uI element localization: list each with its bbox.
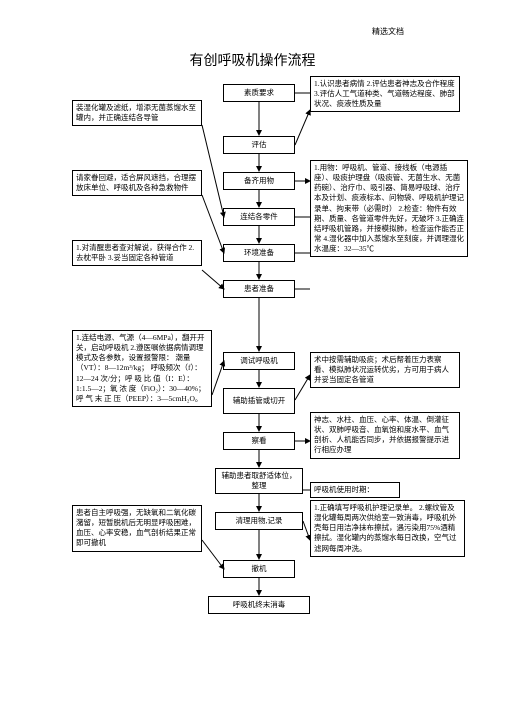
flow-node-prepare: 备齐用物 bbox=[223, 172, 295, 190]
flow-node-patient: 患者准备 bbox=[223, 280, 295, 298]
flow-node-intubate: 辅助插管或切开 bbox=[223, 388, 295, 414]
note-right-supplies: 1.用物：呼吸机、管道、接线板（电源插座）、吸痰护理盘（吸痰管、无菌生水、无菌药… bbox=[310, 160, 468, 257]
note-right-assess: 1.认识患者病情 2.评估患者神志及合作程度 3.评估人工气道种类、气道畅达程度… bbox=[310, 76, 460, 112]
flow-node-position: 辅助患者取舒适体位，整理 bbox=[215, 468, 303, 494]
note-left-params: 1.连结电源、气源（4—6MPa），翻开开关，启动呼吸机 2.遵医嘱依据病情调理… bbox=[72, 330, 212, 407]
flow-node-wean: 撤机 bbox=[223, 560, 295, 578]
flow-node-assess: 评估 bbox=[223, 136, 295, 154]
header-note: 精选文档 bbox=[372, 26, 404, 37]
flow-node-connect: 连结各零件 bbox=[223, 208, 295, 226]
flow-node-quality: 素质要求 bbox=[223, 84, 295, 102]
page-title: 有创呼吸机操作流程 bbox=[0, 50, 505, 70]
note-left-humidifier: 装湿化罐及滤纸，增添无菌蒸馏水至罐内，并正确连结各导管 bbox=[72, 100, 202, 126]
note-left-patientprep: 1.对清醒患者查对解说，获得合作 2.去枕平卧 3.妥当固定各种管道 bbox=[72, 240, 202, 266]
note-right-intubate: 术中按需辅助吸痰；术后帮着压力表察看、模拟肺状况运转优劣，方可用于病人并妥当固定… bbox=[310, 352, 460, 388]
flow-node-monitor: 察看 bbox=[223, 432, 295, 450]
flow-node-env: 环境准备 bbox=[223, 244, 295, 262]
note-right-usage: 1.正确填写呼吸机护理记录单。 2.螺纹管及湿化罐每周两次供给室一致消毒，呼吸机… bbox=[310, 500, 465, 557]
note-left-environment: 请家眷回避，适合屏风遮挡，合理摆放床单位、呼吸机及各种急救物件 bbox=[72, 170, 202, 196]
note-right-observe: 神志、水柱、血压、心率、体温、倒灌征状、双肺呼吸音、血氧饱和度水平、血气剖析、人… bbox=[310, 412, 460, 459]
flow-node-disinfect: 呼吸机终末消毒 bbox=[208, 596, 310, 614]
flow-node-clean: 清理用物,记录 bbox=[215, 512, 303, 530]
note-left-weancriteria: 患者自主呼吸强，无缺氧和二氧化碳潴留，短暂脱机后无明显呼吸困难，血压、心率安稳，… bbox=[72, 505, 202, 552]
note-right-usagehdr: 呼吸机使用时期： bbox=[310, 482, 400, 498]
flow-node-debug: 调试呼吸机 bbox=[223, 352, 295, 370]
